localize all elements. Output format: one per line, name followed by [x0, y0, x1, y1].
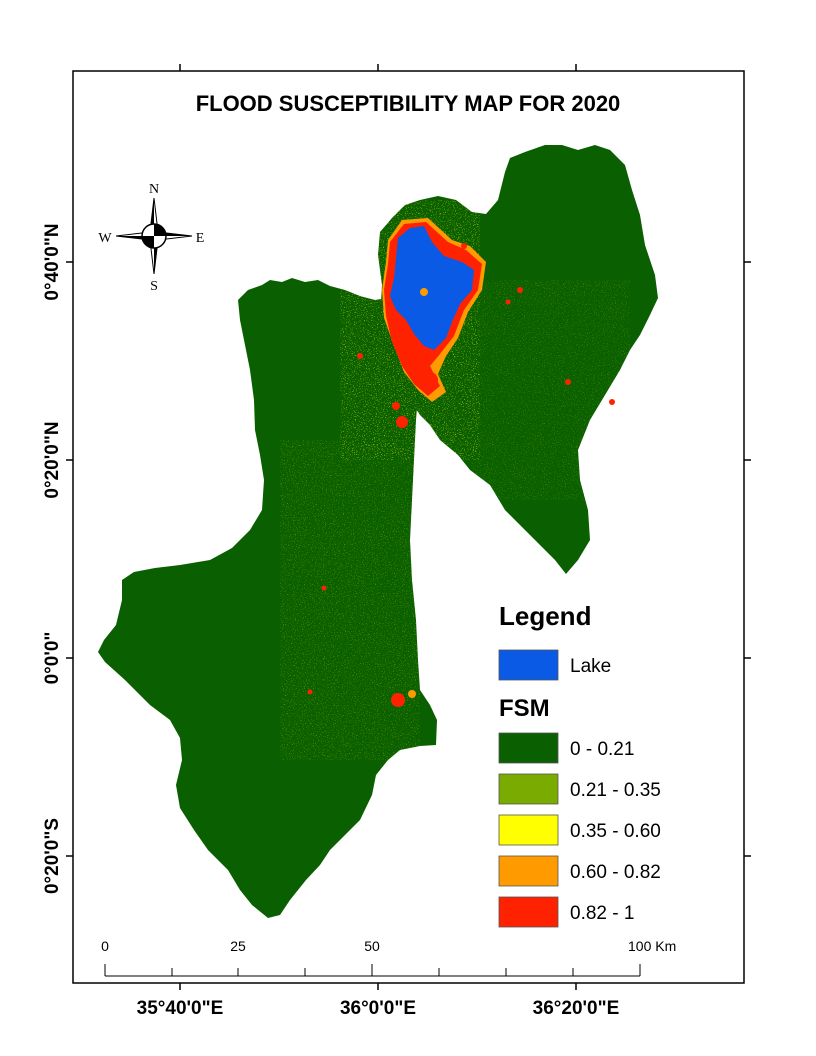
scale-label: 0 [101, 938, 109, 954]
legend-title: Legend [499, 601, 591, 631]
compass-west-label: W [98, 231, 112, 246]
legend-class-label: 0.35 - 0.60 [570, 821, 661, 842]
scale-bar [104, 964, 641, 977]
scale-label: 100 Km [628, 938, 676, 954]
legend-fsm-title: FSM [499, 695, 550, 722]
legend-class-label: 0.82 - 1 [570, 903, 634, 924]
compass-north-label: N [149, 182, 159, 197]
lake-region[interactable] [390, 226, 474, 350]
legend-class-label: 0.60 - 0.82 [570, 862, 661, 883]
compass-east-label: E [196, 231, 205, 246]
map-title: FLOOD SUSCEPTIBILITY MAP FOR 2020 [196, 91, 621, 116]
longitude-label: 35°40'0"E [137, 998, 224, 1019]
legend-class-swatch [498, 814, 559, 846]
scale-label: 50 [364, 938, 380, 954]
latitude-label: 0°20'0"S [42, 818, 63, 894]
legend-lake-label: Lake [570, 656, 611, 677]
legend-class-swatch [498, 896, 559, 928]
latitude-label: 0°20'0"N [42, 421, 63, 498]
legend-class-label: 0.21 - 0.35 [570, 780, 661, 801]
legend-class-swatch [498, 732, 559, 764]
legend: Legend Lake FSM 0 - 0.21 0.21 - 0.35 0.3… [498, 601, 661, 928]
scale-label: 25 [230, 938, 246, 954]
north-arrow-icon [115, 197, 193, 275]
latitude-label: 0°40'0"N [42, 223, 63, 300]
frame-ticks [66, 64, 751, 990]
lake-island [420, 288, 428, 296]
legend-lake-swatch [498, 649, 559, 681]
compass-south-label: S [150, 279, 158, 294]
legend-class-swatch [498, 773, 559, 805]
legend-class-label: 0 - 0.21 [570, 739, 634, 760]
latitude-label: 0°0'0" [42, 632, 63, 685]
legend-class-swatch [498, 855, 559, 887]
longitude-label: 36°0'0"E [340, 998, 416, 1019]
longitude-label: 36°20'0"E [533, 998, 620, 1019]
